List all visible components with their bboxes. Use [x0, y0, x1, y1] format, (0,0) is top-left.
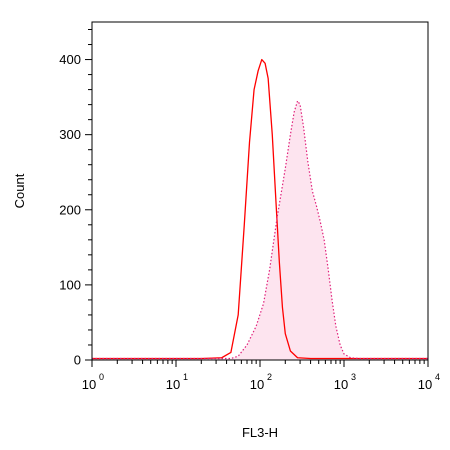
x-tick-label: 10	[82, 377, 96, 392]
series-line-2	[92, 100, 428, 360]
x-tick-label: 10	[418, 377, 432, 392]
y-tick-label: 200	[59, 202, 81, 217]
y-tick-label: 300	[59, 127, 81, 142]
x-tick-exponent: 2	[267, 372, 272, 382]
plot-frame	[91, 21, 429, 361]
plot-series	[92, 58, 428, 361]
x-axis-label: FL3-H	[242, 425, 278, 440]
y-tick-label: 0	[74, 353, 81, 368]
series-fill-2	[92, 100, 428, 361]
y-axis-label: Count	[12, 173, 27, 208]
x-tick-exponent: 4	[435, 372, 440, 382]
x-tick-label: 10	[166, 377, 180, 392]
y-tick-label: 100	[59, 277, 81, 292]
y-tick-label: 400	[59, 52, 81, 67]
x-tick-exponent: 1	[183, 372, 188, 382]
x-tick-label: 10	[250, 377, 264, 392]
x-axis-ticks: 10 0 10 1 10 2 10 3 10 4	[82, 360, 440, 392]
y-axis-ticks: 0 100 200 300 400	[59, 29, 92, 368]
x-tick-label: 10	[334, 377, 348, 392]
x-tick-exponent: 3	[351, 372, 356, 382]
series-line-1	[92, 58, 428, 360]
x-tick-exponent: 0	[99, 372, 104, 382]
